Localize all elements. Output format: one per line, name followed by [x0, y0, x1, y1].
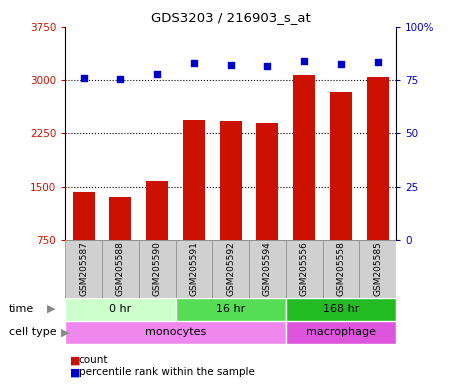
- Text: 16 hr: 16 hr: [216, 304, 245, 314]
- Bar: [256, 124, 279, 293]
- Point: [190, 60, 198, 66]
- Point: [264, 63, 271, 70]
- Point: [227, 62, 234, 68]
- Bar: [293, 75, 315, 293]
- Point: [338, 61, 345, 67]
- Text: 168 hr: 168 hr: [323, 304, 359, 314]
- Text: GSM205587: GSM205587: [79, 242, 88, 296]
- Bar: [359, 240, 396, 298]
- Bar: [323, 240, 359, 298]
- Bar: [286, 240, 323, 298]
- Text: cell type: cell type: [9, 327, 57, 337]
- Bar: [212, 240, 249, 298]
- Text: GSM205588: GSM205588: [116, 242, 125, 296]
- Text: GSM205556: GSM205556: [300, 242, 309, 296]
- Bar: [146, 181, 168, 293]
- Bar: [65, 240, 102, 298]
- Title: GDS3203 / 216903_s_at: GDS3203 / 216903_s_at: [151, 11, 310, 24]
- Text: GSM205592: GSM205592: [226, 242, 235, 296]
- Text: GSM205594: GSM205594: [263, 242, 272, 296]
- Text: count: count: [79, 355, 108, 365]
- Bar: [330, 92, 352, 293]
- Bar: [249, 240, 286, 298]
- Bar: [367, 76, 389, 293]
- Text: GSM205590: GSM205590: [153, 242, 162, 296]
- Point: [374, 59, 381, 65]
- Text: ▶: ▶: [61, 327, 69, 337]
- Bar: [102, 240, 139, 298]
- Bar: [65, 298, 176, 321]
- Text: GSM205585: GSM205585: [373, 242, 382, 296]
- Text: macrophage: macrophage: [306, 327, 376, 337]
- Text: GSM205591: GSM205591: [189, 242, 198, 296]
- Text: percentile rank within the sample: percentile rank within the sample: [79, 367, 255, 377]
- Bar: [109, 197, 131, 293]
- Text: monocytes: monocytes: [145, 327, 206, 337]
- Text: ▶: ▶: [47, 304, 56, 314]
- Point: [117, 76, 124, 82]
- Text: GSM205558: GSM205558: [337, 242, 346, 296]
- Point: [153, 71, 161, 77]
- Bar: [72, 192, 94, 293]
- Bar: [286, 321, 396, 344]
- Point: [80, 75, 87, 81]
- Bar: [65, 321, 286, 344]
- Bar: [183, 120, 205, 293]
- Bar: [176, 240, 212, 298]
- Point: [301, 58, 308, 64]
- Text: ■: ■: [70, 355, 80, 365]
- Bar: [286, 298, 396, 321]
- Bar: [220, 121, 242, 293]
- Text: time: time: [9, 304, 34, 314]
- Text: 0 hr: 0 hr: [109, 304, 131, 314]
- Text: ■: ■: [70, 367, 80, 377]
- Bar: [176, 298, 286, 321]
- Bar: [139, 240, 176, 298]
